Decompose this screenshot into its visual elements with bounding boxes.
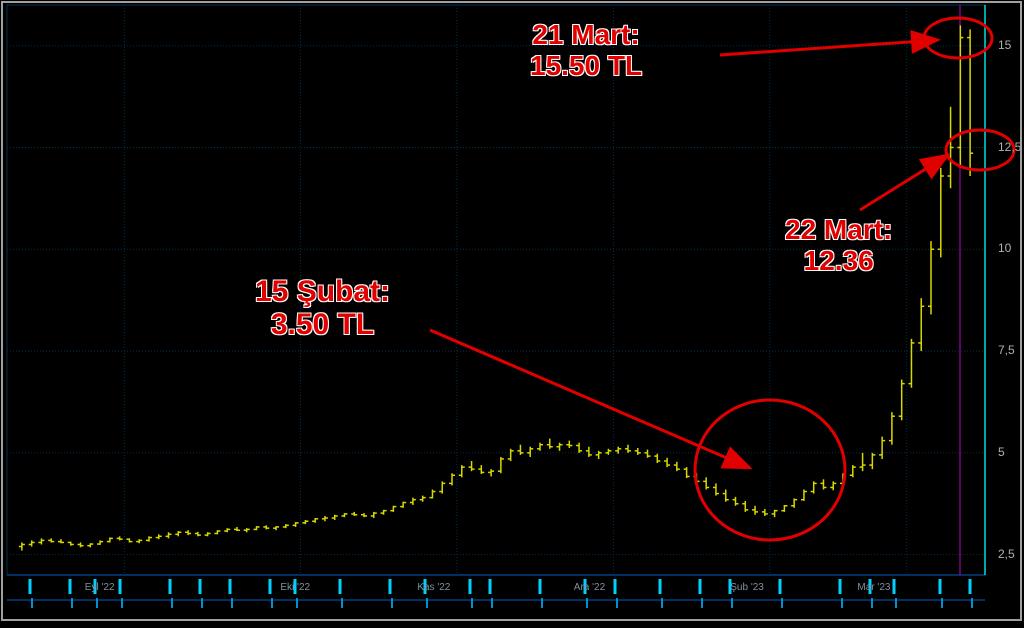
annotation-line: 22 Mart: <box>785 215 892 246</box>
chart-annotation: 15 Şubat:3.50 TL <box>255 275 390 341</box>
y-axis-label: 5 <box>998 445 1005 459</box>
annotation-line: 3.50 TL <box>255 308 390 341</box>
x-axis-label: Mar '23 <box>857 582 890 593</box>
x-axis-label: Ara '22 <box>574 582 605 593</box>
x-axis-label: Eyl '22 <box>85 582 115 593</box>
stock-chart <box>0 0 1024 623</box>
annotation-line: 12.36 <box>785 246 892 277</box>
x-axis-label: Eki '22 <box>280 582 310 593</box>
y-axis-label: 2,5 <box>998 547 1015 561</box>
y-axis-label: 7,5 <box>998 343 1015 357</box>
y-axis-label: 12,5 <box>998 140 1021 154</box>
chart-svg <box>0 0 1024 623</box>
x-axis-label: Kas '22 <box>417 582 450 593</box>
x-axis-label: Şub '23 <box>730 582 764 593</box>
annotation-line: 21 Mart: <box>530 20 642 51</box>
y-axis-label: 15 <box>998 38 1011 52</box>
y-axis-label: 10 <box>998 241 1011 255</box>
chart-annotation: 22 Mart:12.36 <box>785 215 892 277</box>
annotation-line: 15.50 TL <box>530 51 642 82</box>
annotation-line: 15 Şubat: <box>255 275 390 308</box>
chart-annotation: 21 Mart:15.50 TL <box>530 20 642 82</box>
